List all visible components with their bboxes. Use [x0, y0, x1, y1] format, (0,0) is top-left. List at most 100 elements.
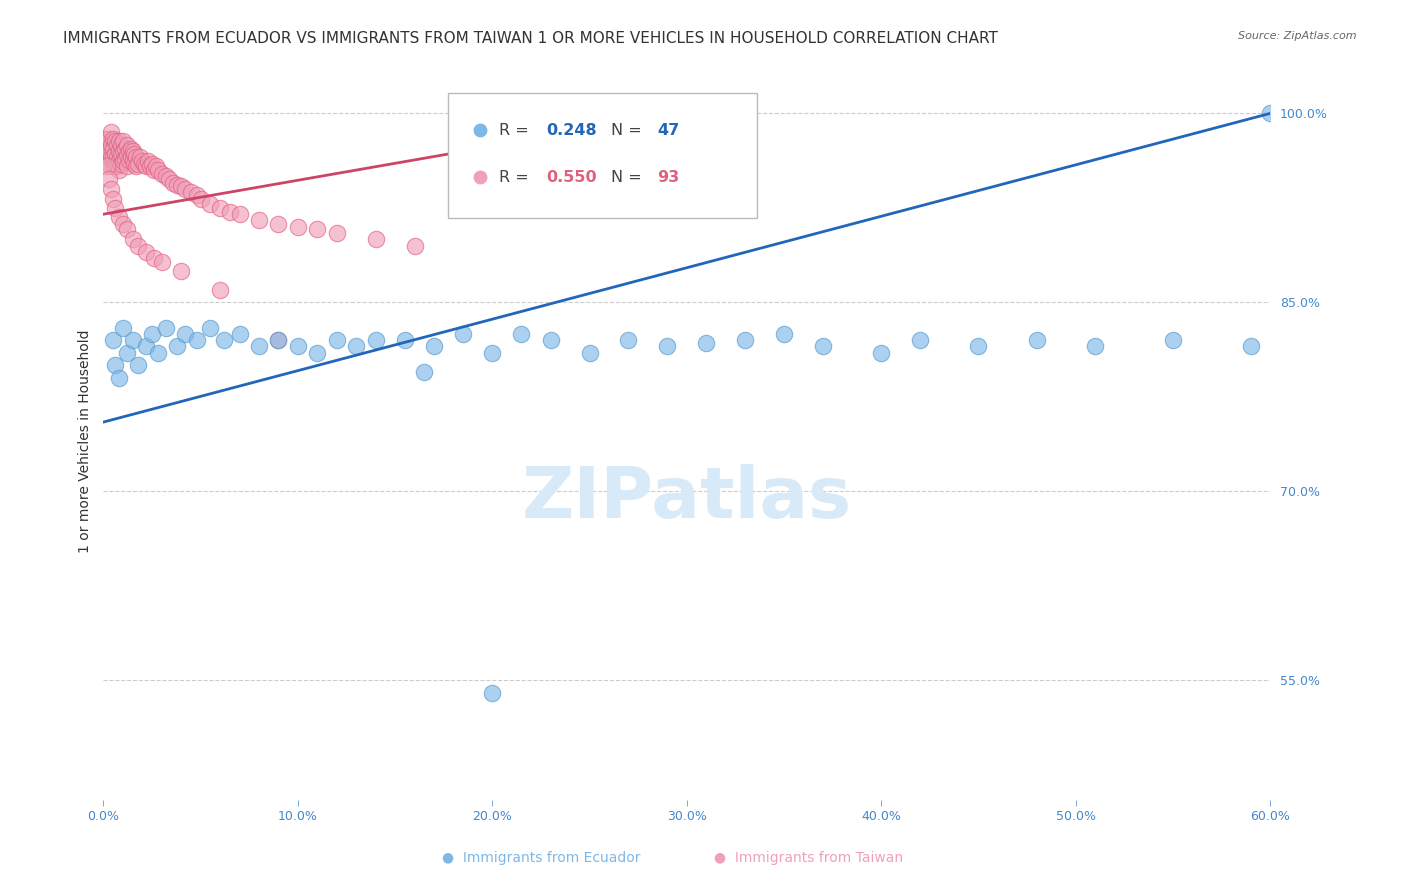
Point [101, 192, 124, 206]
Text: N =: N = [612, 169, 647, 185]
Point [267, 333, 290, 347]
Point [114, 142, 136, 156]
Point [287, 219, 309, 234]
Point [423, 339, 446, 353]
Point [212, 333, 235, 347]
Point [96, 159, 118, 173]
Text: R =: R = [499, 122, 534, 137]
Point [101, 151, 124, 165]
Point [111, 134, 134, 148]
Point [510, 326, 533, 341]
Point [135, 159, 157, 173]
Point [111, 145, 134, 159]
Point [773, 326, 796, 341]
Point [104, 201, 127, 215]
Point [180, 185, 202, 199]
Point [121, 333, 143, 347]
Point [120, 151, 142, 165]
Point [228, 326, 250, 341]
Point [967, 339, 990, 353]
Point [617, 333, 640, 347]
Point [96, 151, 118, 165]
Point [481, 346, 503, 360]
Point [100, 151, 122, 165]
Point [127, 238, 149, 252]
Text: R =: R = [499, 169, 534, 185]
Point [146, 346, 169, 360]
Point [657, 339, 679, 353]
Point [247, 213, 270, 227]
Point [114, 152, 136, 166]
Point [404, 238, 426, 252]
Point [142, 163, 165, 178]
Point [108, 371, 131, 385]
Point [135, 339, 157, 353]
Point [111, 217, 134, 231]
Point [145, 159, 167, 173]
Point [124, 146, 146, 161]
Text: Source: ZipAtlas.com: Source: ZipAtlas.com [1239, 31, 1357, 41]
Point [105, 151, 128, 165]
Point [174, 326, 197, 341]
Point [811, 339, 834, 353]
FancyBboxPatch shape [447, 93, 756, 219]
Point [108, 210, 131, 224]
Point [908, 333, 931, 347]
Point [344, 339, 367, 353]
Point [174, 182, 197, 196]
Point [186, 188, 208, 202]
Point [111, 320, 134, 334]
Point [124, 157, 146, 171]
Point [110, 146, 132, 161]
Point [200, 197, 222, 211]
Point [108, 163, 131, 178]
Point [166, 339, 188, 353]
Point [209, 283, 232, 297]
Point [141, 157, 163, 171]
Y-axis label: 1 or more Vehicles in Household: 1 or more Vehicles in Household [79, 329, 93, 553]
Point [115, 159, 138, 173]
Point [325, 333, 347, 347]
Point [162, 176, 184, 190]
Point [101, 159, 124, 173]
Point [267, 333, 290, 347]
Point [121, 145, 143, 159]
Point [134, 157, 156, 171]
Point [1025, 333, 1047, 347]
Point [1084, 339, 1107, 353]
Point [287, 339, 309, 353]
Point [218, 204, 240, 219]
Point [115, 346, 138, 360]
Point [115, 137, 138, 152]
Point [394, 333, 416, 347]
Point [98, 131, 121, 145]
Point [170, 264, 193, 278]
Point [104, 134, 127, 148]
Point [98, 172, 121, 186]
Point [101, 142, 124, 156]
Point [136, 154, 159, 169]
Point [129, 151, 152, 165]
Point [125, 151, 148, 165]
Text: 0.550: 0.550 [547, 169, 598, 185]
Point [200, 320, 222, 334]
Point [141, 326, 163, 341]
Text: 47: 47 [658, 122, 681, 137]
Point [121, 153, 143, 167]
Point [100, 137, 122, 152]
Point [150, 167, 173, 181]
Point [98, 157, 121, 171]
Point [734, 333, 756, 347]
Point [127, 359, 149, 373]
Point [100, 125, 122, 139]
Point [135, 245, 157, 260]
Point [325, 226, 347, 240]
Point [94, 145, 117, 159]
Point [540, 333, 562, 347]
Point [94, 131, 117, 145]
Point [247, 339, 270, 353]
Point [578, 346, 600, 360]
Point [481, 686, 503, 700]
Text: ZIPatlas: ZIPatlas [522, 464, 852, 533]
Point [267, 217, 290, 231]
